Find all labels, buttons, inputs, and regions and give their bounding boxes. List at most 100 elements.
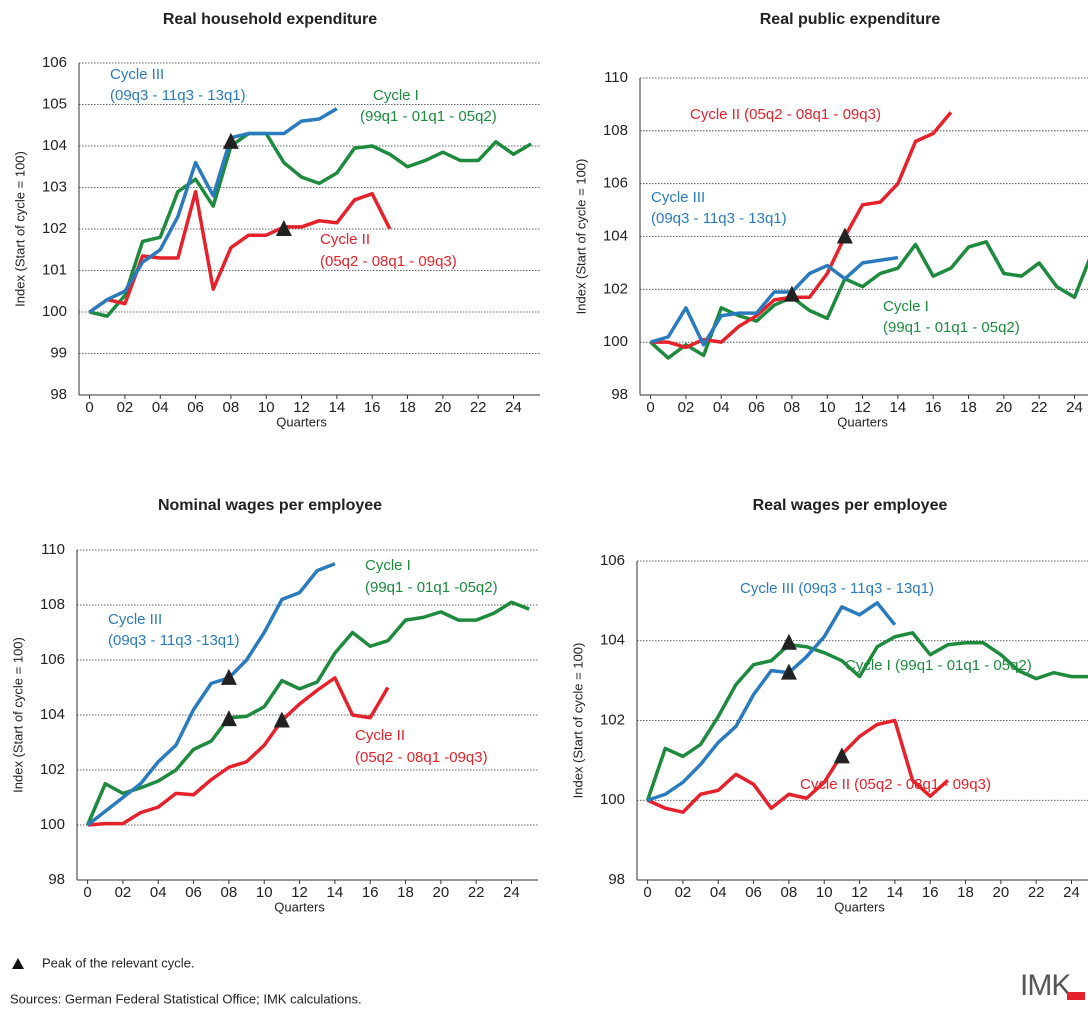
peak-marker xyxy=(275,220,292,236)
y-tick-label: 100 xyxy=(603,333,628,350)
y-tick-label: 100 xyxy=(600,791,625,808)
x-tick-label: 22 xyxy=(468,884,485,901)
line-series xyxy=(645,631,1088,801)
x-tick-label: 16 xyxy=(362,884,379,901)
chart-title: Real public expenditure xyxy=(760,11,941,28)
series-label-note: (09q3 - 11q3 -13q1) xyxy=(108,632,239,649)
y-tick-label: 104 xyxy=(42,137,67,154)
peak-marker xyxy=(780,633,797,650)
x-tick-label: 0 xyxy=(646,399,654,416)
x-tick-label: 24 xyxy=(1066,399,1083,416)
y-tick-label: 105 xyxy=(42,95,67,112)
x-tick-label: 16 xyxy=(922,884,939,901)
chart-title: Real wages per employee xyxy=(753,497,948,514)
x-tick-label: 16 xyxy=(364,399,381,416)
logo: IMK xyxy=(1020,969,1071,1002)
x-tick-label: 22 xyxy=(470,399,487,416)
y-tick-label: 100 xyxy=(42,303,67,320)
series-label-note: (99q1 - 01q1 - 05q2) xyxy=(883,319,1020,336)
y-tick-label: 98 xyxy=(50,386,67,403)
x-tick-label: 02 xyxy=(678,399,695,416)
x-tick-label: 0 xyxy=(85,399,93,416)
x-tick-label: 08 xyxy=(784,399,801,416)
y-axis-label: Index (Start of cycle = 100) xyxy=(10,637,25,793)
peak-marker xyxy=(220,710,237,727)
series-label: Cycle III xyxy=(108,611,162,628)
source-note: Sources: German Federal Statistical Offi… xyxy=(10,991,362,1006)
y-tick-label: 98 xyxy=(608,871,625,888)
line-series xyxy=(88,107,338,314)
x-axis-label: Quarters xyxy=(274,899,325,914)
x-tick-label: 10 xyxy=(258,399,275,416)
x-tick-label: 12 xyxy=(854,399,871,416)
x-axis-label: Quarters xyxy=(276,414,327,429)
series-label: Cycle I xyxy=(365,557,411,574)
x-tick-label: 04 xyxy=(710,884,727,901)
x-tick-label: 14 xyxy=(327,884,344,901)
series-label-note: (05q2 - 08q1 - 09q3) xyxy=(320,253,457,270)
x-tick-label: 18 xyxy=(399,399,416,416)
peak-marker xyxy=(273,711,290,728)
line-series xyxy=(87,676,390,827)
line-series xyxy=(650,255,899,347)
peak-marker xyxy=(836,227,853,244)
y-tick-label: 102 xyxy=(603,280,628,297)
x-tick-label: 08 xyxy=(223,399,240,416)
line-series xyxy=(647,601,897,802)
series-label: Cycle I xyxy=(883,298,929,315)
y-tick-label: 104 xyxy=(603,227,628,244)
x-tick-label: 08 xyxy=(221,884,238,901)
x-tick-label: 18 xyxy=(957,884,974,901)
y-axis-label: Index (Start of cycle = 100) xyxy=(573,159,588,315)
peak-marker xyxy=(783,285,800,302)
x-tick-label: 06 xyxy=(185,884,202,901)
y-tick-label: 98 xyxy=(611,386,628,403)
line-series xyxy=(649,240,1088,360)
x-tick-label: 24 xyxy=(505,399,522,416)
peak-marker xyxy=(833,747,850,764)
peak-marker xyxy=(220,668,237,685)
x-tick-label: 18 xyxy=(397,884,414,901)
y-tick-label: 106 xyxy=(42,54,67,71)
x-axis-label: Quarters xyxy=(834,899,885,914)
line-series xyxy=(89,131,533,318)
x-tick-label: 0 xyxy=(643,884,651,901)
y-tick-label: 102 xyxy=(42,220,67,237)
x-tick-label: 18 xyxy=(960,399,977,416)
y-tick-label: 104 xyxy=(600,632,625,649)
x-tick-label: 16 xyxy=(925,399,942,416)
y-tick-label: 98 xyxy=(48,871,65,888)
series-label: Cycle III (09q3 - 11q3 - 13q1) xyxy=(740,580,934,597)
x-tick-label: 04 xyxy=(150,884,167,901)
peak-symbol xyxy=(12,958,24,969)
chart-title: Nominal wages per employee xyxy=(158,497,382,514)
x-tick-label: 08 xyxy=(781,884,798,901)
x-tick-label: 20 xyxy=(433,884,450,901)
y-tick-label: 102 xyxy=(40,761,65,778)
y-tick-label: 110 xyxy=(604,69,628,86)
y-tick-label: 100 xyxy=(40,816,65,833)
y-axis-label: Index (Start of cycle = 100) xyxy=(12,151,27,307)
y-tick-label: 99 xyxy=(50,344,67,361)
series-label: Cycle III xyxy=(110,66,164,83)
x-tick-label: 04 xyxy=(152,399,169,416)
x-tick-label: 12 xyxy=(293,399,310,416)
series-label: Cycle I (99q1 - 01q1 - 05q2) xyxy=(845,657,1032,674)
x-tick-label: 12 xyxy=(291,884,308,901)
x-axis-label: Quarters xyxy=(837,414,888,429)
x-tick-label: 22 xyxy=(1031,399,1048,416)
x-tick-label: 20 xyxy=(996,399,1013,416)
peak-marker xyxy=(780,663,797,680)
x-tick-label: 02 xyxy=(115,884,132,901)
y-tick-label: 108 xyxy=(603,122,628,139)
y-tick-label: 102 xyxy=(600,711,625,728)
series-label: Cycle II xyxy=(320,231,370,248)
line-series xyxy=(646,718,950,814)
line-series xyxy=(88,189,392,314)
series-label-note: (09q3 - 11q3 - 13q1) xyxy=(651,210,787,227)
x-tick-label: 14 xyxy=(887,884,904,901)
x-tick-label: 06 xyxy=(187,399,204,416)
x-tick-label: 0 xyxy=(83,884,91,901)
y-tick-label: 106 xyxy=(603,175,628,192)
